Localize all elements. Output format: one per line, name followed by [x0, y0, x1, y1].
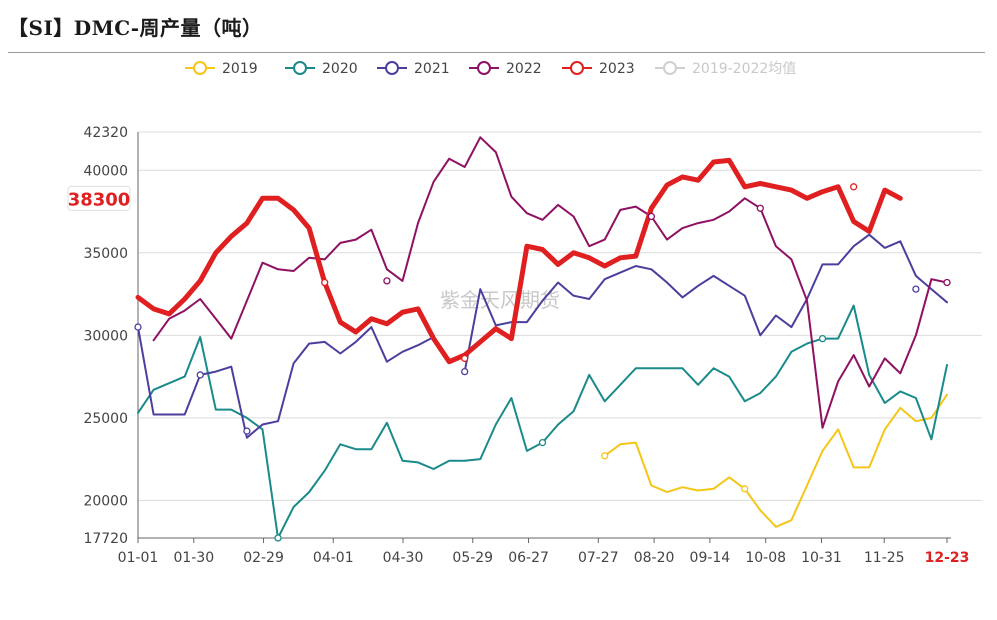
legend-label: 2019-2022均值 [692, 61, 796, 77]
data-point-marker [943, 278, 951, 287]
legend-swatch-marker [385, 61, 399, 75]
y-tick-label: 42320 [83, 125, 128, 141]
page-title: 【SI】DMC-周产量（吨） [8, 16, 263, 40]
x-tick-label: 09-14 [690, 550, 731, 566]
x-tick-label: 04-01 [313, 550, 354, 566]
legend-item-2021[interactable]: 2021 [377, 61, 450, 77]
data-point-marker [243, 427, 251, 435]
x-tick-label: 12-23 [925, 550, 970, 566]
data-point-marker [383, 277, 391, 285]
data-point-marker [274, 534, 282, 542]
data-point-marker [741, 485, 749, 493]
data-point-marker [647, 212, 656, 221]
legend-swatch-marker [663, 61, 677, 75]
legend: 2019 2020 2021 2022 2023 2019-2022均值 [185, 61, 796, 77]
y-tick-label: 40000 [83, 163, 128, 179]
series-line-2022 [152, 136, 948, 429]
data-point-marker [912, 285, 920, 293]
series-line-2019 [603, 393, 948, 528]
x-tick-label: 08-20 [634, 550, 675, 566]
x-tick-label: 06-27 [508, 550, 549, 566]
legend-label: 2021 [414, 61, 450, 77]
y-highlight-box [67, 185, 131, 211]
x-axis: 01-01 01-30 02-29 04-01 04-30 05-29 06-27 07-27… [118, 132, 970, 566]
y-tick-label: 35000 [83, 246, 128, 262]
data-point-marker [134, 323, 142, 331]
watermark-text: 紫金天风期货 [440, 288, 560, 312]
x-tick-label: 07-27 [578, 550, 619, 566]
x-tick-label: 01-30 [173, 550, 214, 566]
data-point-marker [756, 204, 764, 212]
legend-swatch-marker [570, 61, 584, 75]
x-tick-label: 10-08 [745, 550, 786, 566]
legend-label: 2022 [506, 61, 542, 77]
y-tick-label: 17720 [83, 531, 128, 547]
legend-swatch-marker [477, 61, 491, 75]
legend-label: 2023 [599, 61, 635, 77]
y-tick-label: 20000 [83, 493, 128, 509]
data-point-marker [196, 371, 204, 379]
y-highlight-label: 38300 [68, 189, 131, 210]
legend-item-2020[interactable]: 2020 [285, 61, 358, 77]
data-point-marker [538, 438, 547, 447]
x-tick-label: 04-30 [383, 550, 424, 566]
x-tick-label: 05-29 [452, 550, 493, 566]
x-tick-label: 02-29 [243, 550, 284, 566]
data-point-marker [461, 354, 469, 363]
y-tick-label: 25000 [83, 411, 128, 427]
x-tick-label: 11-25 [864, 550, 905, 566]
legend-item-2019-2022均值[interactable]: 2019-2022均值 [655, 61, 796, 77]
legend-item-2022[interactable]: 2022 [469, 61, 542, 77]
series-line-2023 [135, 157, 903, 365]
x-tick-label: 10-31 [801, 550, 842, 566]
legend-label: 2019 [222, 61, 258, 77]
legend-item-2019[interactable]: 2019 [185, 61, 258, 77]
y-tick-label: 30000 [83, 328, 128, 344]
legend-swatch-marker [193, 61, 207, 75]
y-axis: 17720 20000 25000 30000 35000 40000 42320 38300 [67, 125, 131, 547]
title-divider [8, 52, 985, 53]
legend-swatch-marker [293, 61, 307, 75]
series-line-2021 [137, 233, 948, 439]
series-lines [135, 136, 948, 539]
data-point-marker [850, 183, 858, 191]
legend-item-2023[interactable]: 2023 [562, 61, 635, 77]
series-markers [134, 183, 951, 542]
data-point-marker [601, 452, 609, 460]
data-point-marker [321, 278, 329, 287]
data-point-marker [818, 334, 827, 343]
x-tick-label: 01-01 [118, 550, 159, 566]
data-point-marker [461, 367, 469, 376]
legend-label: 2020 [322, 61, 358, 77]
